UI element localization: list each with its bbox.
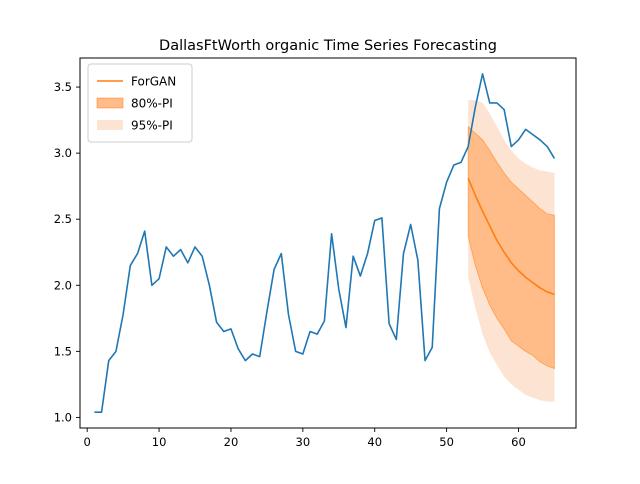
prediction-intervals <box>467 100 555 402</box>
legend: ForGAN 80%-PI 95%-PI <box>87 63 193 143</box>
y-tick-label: 1.5 <box>54 344 72 358</box>
forecast-series-line <box>467 177 555 296</box>
axes: 0 10 20 30 40 50 60 1.0 1.5 2.0 2.5 3.0 3.5 <box>54 80 526 449</box>
y-tick-label: 2.0 <box>54 278 72 292</box>
y-tick-label: 2.5 <box>54 212 72 226</box>
legend-label-pi95: 95%-PI <box>131 119 173 133</box>
pi80-band <box>467 125 555 370</box>
legend-label-pi80: 80%-PI <box>131 97 173 111</box>
x-tick-label: 50 <box>439 435 454 449</box>
y-tick-label: 3.5 <box>54 80 72 94</box>
legend-label-forecast: ForGAN <box>131 75 176 89</box>
x-tick-label: 0 <box>84 435 91 449</box>
legend-swatch-pi80 <box>96 97 124 109</box>
series-lines <box>94 73 556 413</box>
x-tick-label: 20 <box>224 435 239 449</box>
x-tick-label: 40 <box>367 435 382 449</box>
y-tick-label: 1.0 <box>54 410 72 424</box>
x-tick-label: 60 <box>511 435 526 449</box>
x-tick-label: 10 <box>152 435 167 449</box>
y-tick-label: 3.0 <box>54 146 72 160</box>
plot-frame <box>79 57 577 429</box>
chart-title: DallasFtWorth organic Time Series Foreca… <box>159 38 497 54</box>
actual-series-line <box>94 73 556 413</box>
legend-swatch-pi95 <box>97 120 123 130</box>
x-tick-label: 30 <box>296 435 311 449</box>
